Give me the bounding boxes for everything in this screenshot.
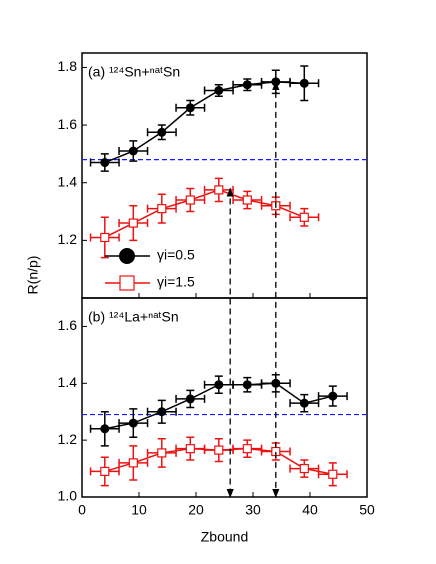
marker [299, 212, 309, 222]
x-tick-label: 50 [359, 502, 375, 518]
marker [128, 146, 138, 156]
marker [100, 158, 110, 168]
marker [299, 398, 309, 408]
marker [185, 394, 195, 404]
y-tick-label: 1.0 [58, 488, 78, 504]
marker [157, 448, 167, 458]
marker [157, 204, 167, 214]
marker [299, 78, 309, 88]
marker [242, 195, 252, 205]
marker [214, 85, 224, 95]
marker [214, 445, 224, 455]
plot-frame [81, 297, 368, 498]
marker [100, 232, 110, 243]
marker [242, 380, 252, 390]
y-tick-label: 1.2 [58, 431, 78, 447]
marker [185, 103, 195, 113]
marker [157, 127, 167, 137]
marker [100, 466, 110, 477]
marker [214, 380, 224, 390]
legend-label: γi=0.5 [157, 247, 195, 263]
marker [185, 195, 195, 205]
panel-label: (a) ¹²⁴Sn+ⁿᵃᵗSn [88, 64, 180, 80]
panel-label: (b) ¹²⁴La+ⁿᵃᵗSn [88, 309, 179, 325]
legend-marker [119, 275, 135, 291]
x-tick-label: 0 [78, 502, 86, 518]
y-tick-label: 1.6 [58, 317, 78, 333]
marker [299, 463, 309, 474]
x-tick-label: 30 [245, 502, 261, 518]
y-tick-label: 1.4 [58, 374, 78, 390]
marker [242, 444, 252, 454]
x-tick-label: 10 [131, 502, 147, 518]
marker [128, 218, 138, 228]
x-tick-label: 20 [188, 502, 204, 518]
marker [157, 407, 167, 417]
marker [328, 391, 338, 401]
marker [328, 469, 338, 479]
y-tick-label: 1.4 [58, 173, 78, 189]
x-tick-label: 40 [302, 502, 318, 518]
legend-label: γi=1.5 [157, 274, 195, 290]
y-axis-label: R(n/p) [25, 256, 41, 295]
legend-marker [119, 248, 135, 264]
marker [100, 424, 110, 434]
x-axis-label: Zbound [201, 529, 248, 545]
y-tick-label: 1.8 [58, 58, 78, 74]
marker [128, 418, 138, 428]
marker [185, 444, 195, 454]
series-line [104, 189, 305, 239]
y-tick-label: 1.6 [58, 116, 78, 132]
marker [242, 80, 252, 90]
marker [128, 458, 138, 468]
marker [214, 185, 224, 195]
y-tick-label: 1.2 [58, 231, 78, 247]
